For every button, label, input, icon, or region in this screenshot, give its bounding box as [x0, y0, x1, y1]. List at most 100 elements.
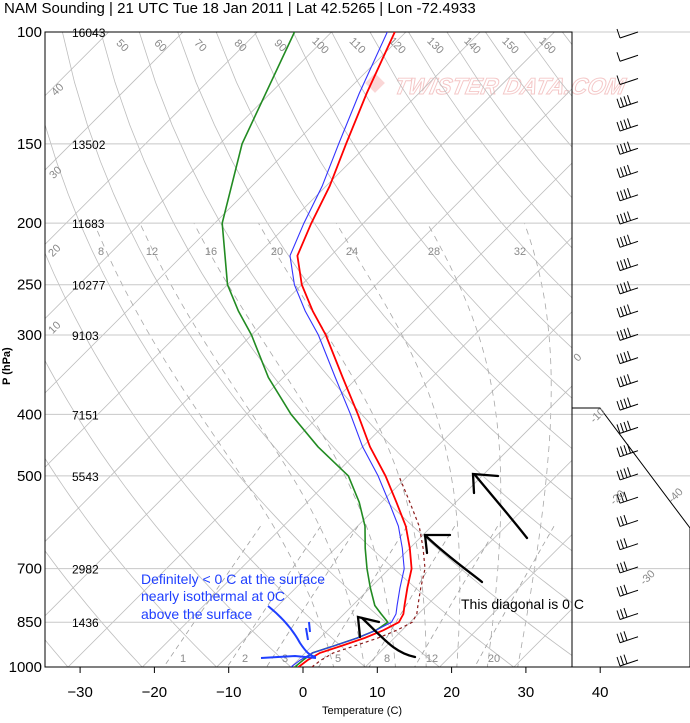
blue-annotation-line-1: Definitely < 0 C at the surface	[141, 571, 325, 587]
isotherm-label: -20	[608, 488, 628, 508]
wind-barb	[617, 467, 638, 480]
isotherm-label: 120	[386, 35, 407, 56]
watermark-logo: TWISTER DATA.COM	[365, 73, 628, 99]
mixing-ratio-label: 12	[426, 653, 438, 665]
mixing-ratio-line	[310, 526, 407, 680]
wind-barb	[617, 398, 638, 411]
mixing-ratio-label: 5	[335, 653, 341, 665]
pressure-label: 700	[17, 561, 42, 578]
wind-barb-flag	[617, 29, 620, 38]
x-tick-label: 20	[443, 684, 460, 701]
pressure-label: 850	[17, 614, 42, 631]
diagonal-annotation: This diagonal is 0 C	[461, 596, 584, 612]
wind-barb-flag	[617, 610, 620, 619]
wind-barb-flag	[621, 516, 624, 525]
wind-barb-flag	[621, 167, 624, 176]
wind-barb-flag	[624, 96, 627, 105]
pressure-label: 100	[17, 24, 42, 41]
wind-barb	[617, 188, 638, 201]
isotherm-label: -10	[588, 406, 608, 426]
isotherm	[500, 32, 690, 681]
isotherm-label: 10	[46, 319, 63, 336]
wind-barb-flag	[617, 355, 620, 364]
wind-barb-flag	[624, 236, 627, 245]
mixing-ratio-label: 20	[271, 246, 283, 258]
wind-barb-flag	[617, 262, 620, 271]
wind-barb	[617, 328, 638, 341]
height-label: 2982	[72, 563, 99, 577]
wind-barb	[617, 515, 638, 526]
wind-barb-flag	[621, 400, 624, 409]
wind-barb-flag	[621, 237, 624, 246]
x-axis-label: Temperature (C)	[322, 705, 402, 717]
wind-barb	[617, 29, 638, 38]
wind-barb-flag	[621, 656, 624, 665]
wind-barb-flag	[624, 585, 627, 594]
x-tick-label: −30	[67, 684, 92, 701]
wind-barb-flag	[624, 189, 627, 198]
isotherm-label: 90	[272, 37, 289, 54]
wind-barb-flag	[621, 307, 624, 316]
height-label: 13502	[72, 138, 106, 152]
wind-barb	[617, 211, 638, 224]
arrow-1	[475, 475, 527, 538]
wind-barb-flag	[628, 188, 631, 197]
height-label: 9103	[72, 329, 99, 343]
wind-barb-flag	[621, 423, 624, 432]
wind-barb-panel	[617, 29, 638, 666]
wind-barb-flag	[624, 375, 627, 384]
wind-barb-flag	[617, 517, 620, 526]
wind-barb	[617, 374, 638, 387]
wind-barb-flag	[624, 399, 627, 408]
x-tick-label: −10	[216, 684, 241, 701]
wind-barb-flag	[617, 145, 620, 154]
wind-barb-flag	[628, 305, 631, 314]
wind-barb	[617, 235, 638, 248]
arrow-2	[427, 537, 482, 582]
wind-barb-flag	[617, 634, 620, 643]
isotherm-label: 150	[499, 35, 520, 56]
wind-barb-flag	[628, 398, 631, 407]
isotherm-label: 0	[571, 351, 584, 364]
wind-barb-flag	[628, 281, 631, 290]
wind-barb-flag	[624, 655, 627, 664]
height-label: 7151	[72, 408, 99, 422]
height-label: 5543	[72, 470, 99, 484]
pressure-label: 250	[17, 277, 42, 294]
wind-barb-flag	[621, 633, 624, 642]
wind-barb-flag	[617, 587, 620, 596]
isotherm-label: 40	[49, 81, 66, 98]
wind-barb	[617, 655, 638, 666]
wind-barb	[617, 118, 638, 131]
wind-barb-flag	[624, 562, 627, 571]
isotherm-label: 30	[47, 164, 64, 181]
pressure-label: 300	[17, 327, 42, 344]
height-label: 1436	[72, 616, 99, 630]
wind-barb	[617, 421, 638, 434]
wind-barb-flag	[621, 586, 624, 595]
wind-barb	[617, 538, 638, 549]
wind-barb-flag	[624, 329, 627, 338]
wind-barb-flag	[628, 235, 631, 244]
wind-barb-flag	[621, 446, 624, 455]
wind-barb-flag	[628, 211, 631, 220]
wind-barb-flag	[617, 192, 620, 201]
height-label: 16043	[72, 26, 106, 40]
height-label: 10277	[72, 279, 106, 293]
mixing-ratio-label: 3	[282, 653, 288, 665]
wind-barb-flag	[624, 631, 627, 640]
wind-barb-flag	[617, 378, 620, 387]
isotherm-label: 140	[461, 35, 482, 56]
wind-barb-flag	[624, 538, 627, 547]
height-label: 11683	[72, 217, 105, 231]
wind-barb-flag	[617, 448, 620, 457]
pressure-label: 1000	[9, 659, 42, 676]
isotherm	[575, 32, 690, 681]
wind-barb	[617, 351, 638, 364]
isotherm-label: -30	[638, 568, 658, 588]
isotherm-label: 100	[309, 35, 330, 56]
x-tick-label: 30	[518, 684, 535, 701]
wind-barb-flag	[624, 213, 627, 222]
x-tick-label: −20	[142, 684, 167, 701]
